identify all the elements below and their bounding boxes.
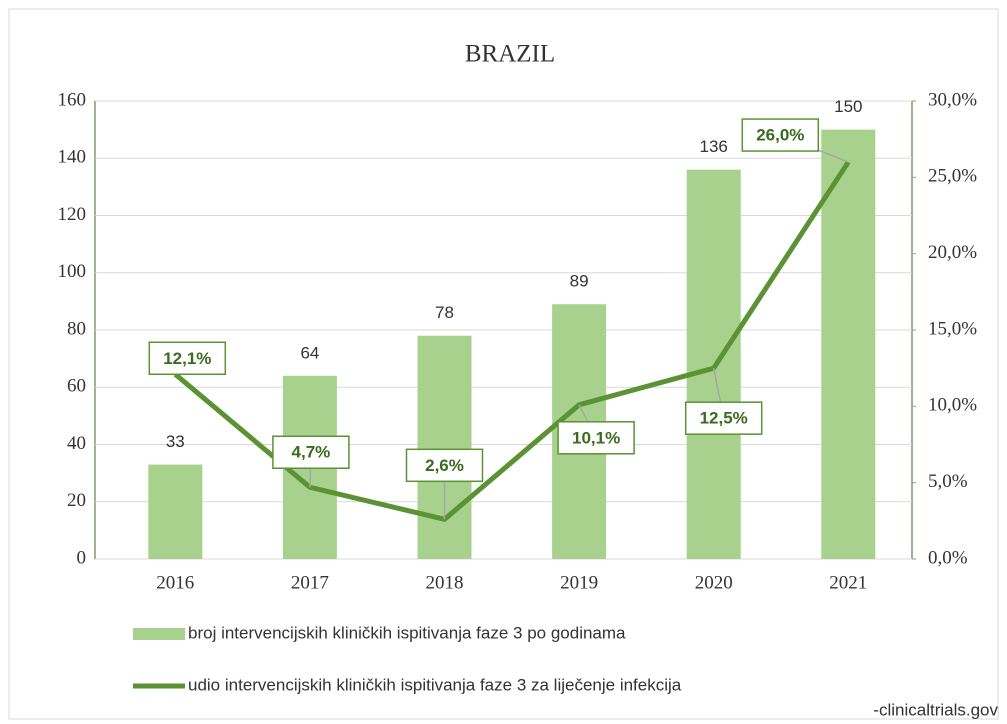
x-tick-label: 2020 xyxy=(695,572,733,593)
bar xyxy=(148,464,203,559)
data-label-box xyxy=(272,435,350,469)
bar-label: 150 xyxy=(834,97,862,116)
x-tick-label: 2016 xyxy=(156,572,194,593)
y-tick-label: 140 xyxy=(58,147,87,168)
chart-title: BRAZIL xyxy=(465,41,555,68)
data-label-box xyxy=(148,341,227,376)
source: -clinicaltrials.gov xyxy=(873,700,998,719)
x-tick-label: 2018 xyxy=(426,572,464,593)
bar-label: 33 xyxy=(166,432,185,451)
legend-label: udio intervencijskih kliničkih ispitivan… xyxy=(188,675,682,694)
y-tick-label: 0 xyxy=(77,547,87,568)
data-label-box xyxy=(684,401,763,435)
x-tick-label: 2017 xyxy=(291,572,329,593)
y2-tick-label: 30,0% xyxy=(928,89,977,110)
bar-label: 78 xyxy=(435,303,454,322)
y2-tick-label: 5,0% xyxy=(928,471,968,492)
x-tick-label: 2019 xyxy=(560,572,598,593)
data-label: 26,0% xyxy=(756,126,804,145)
y2-tick-label: 0,0% xyxy=(928,547,968,568)
legend-label: broj intervencijskih kliničkih ispitivan… xyxy=(188,623,626,642)
bar xyxy=(417,335,472,559)
data-label: 12,5% xyxy=(700,409,748,428)
data-label: 12,1% xyxy=(163,349,211,368)
bar-label: 89 xyxy=(570,272,589,291)
data-label-box xyxy=(741,118,820,152)
chart-border xyxy=(8,8,999,720)
y2-tick-label: 20,0% xyxy=(928,242,977,263)
bar-label: 136 xyxy=(700,137,728,156)
data-label: 2,6% xyxy=(425,456,464,475)
y-tick-label: 100 xyxy=(58,261,87,282)
x-tick-label: 2021 xyxy=(829,572,867,593)
bar xyxy=(821,129,876,559)
y2-tick-label: 15,0% xyxy=(928,318,977,339)
data-label: 4,7% xyxy=(292,443,331,462)
y2-tick-label: 10,0% xyxy=(928,395,977,416)
data-label-box xyxy=(405,448,484,483)
y-tick-label: 160 xyxy=(58,89,87,110)
legend-swatch xyxy=(133,628,185,640)
y2-tick-label: 25,0% xyxy=(928,166,977,187)
y-tick-label: 80 xyxy=(67,318,86,339)
y-tick-label: 60 xyxy=(67,376,86,397)
data-label: 10,1% xyxy=(572,428,620,447)
y-tick-label: 40 xyxy=(67,433,86,454)
bar-label: 64 xyxy=(300,343,319,362)
data-label-box xyxy=(557,421,635,455)
y-tick-label: 120 xyxy=(58,204,87,225)
y-tick-label: 20 xyxy=(67,490,86,511)
